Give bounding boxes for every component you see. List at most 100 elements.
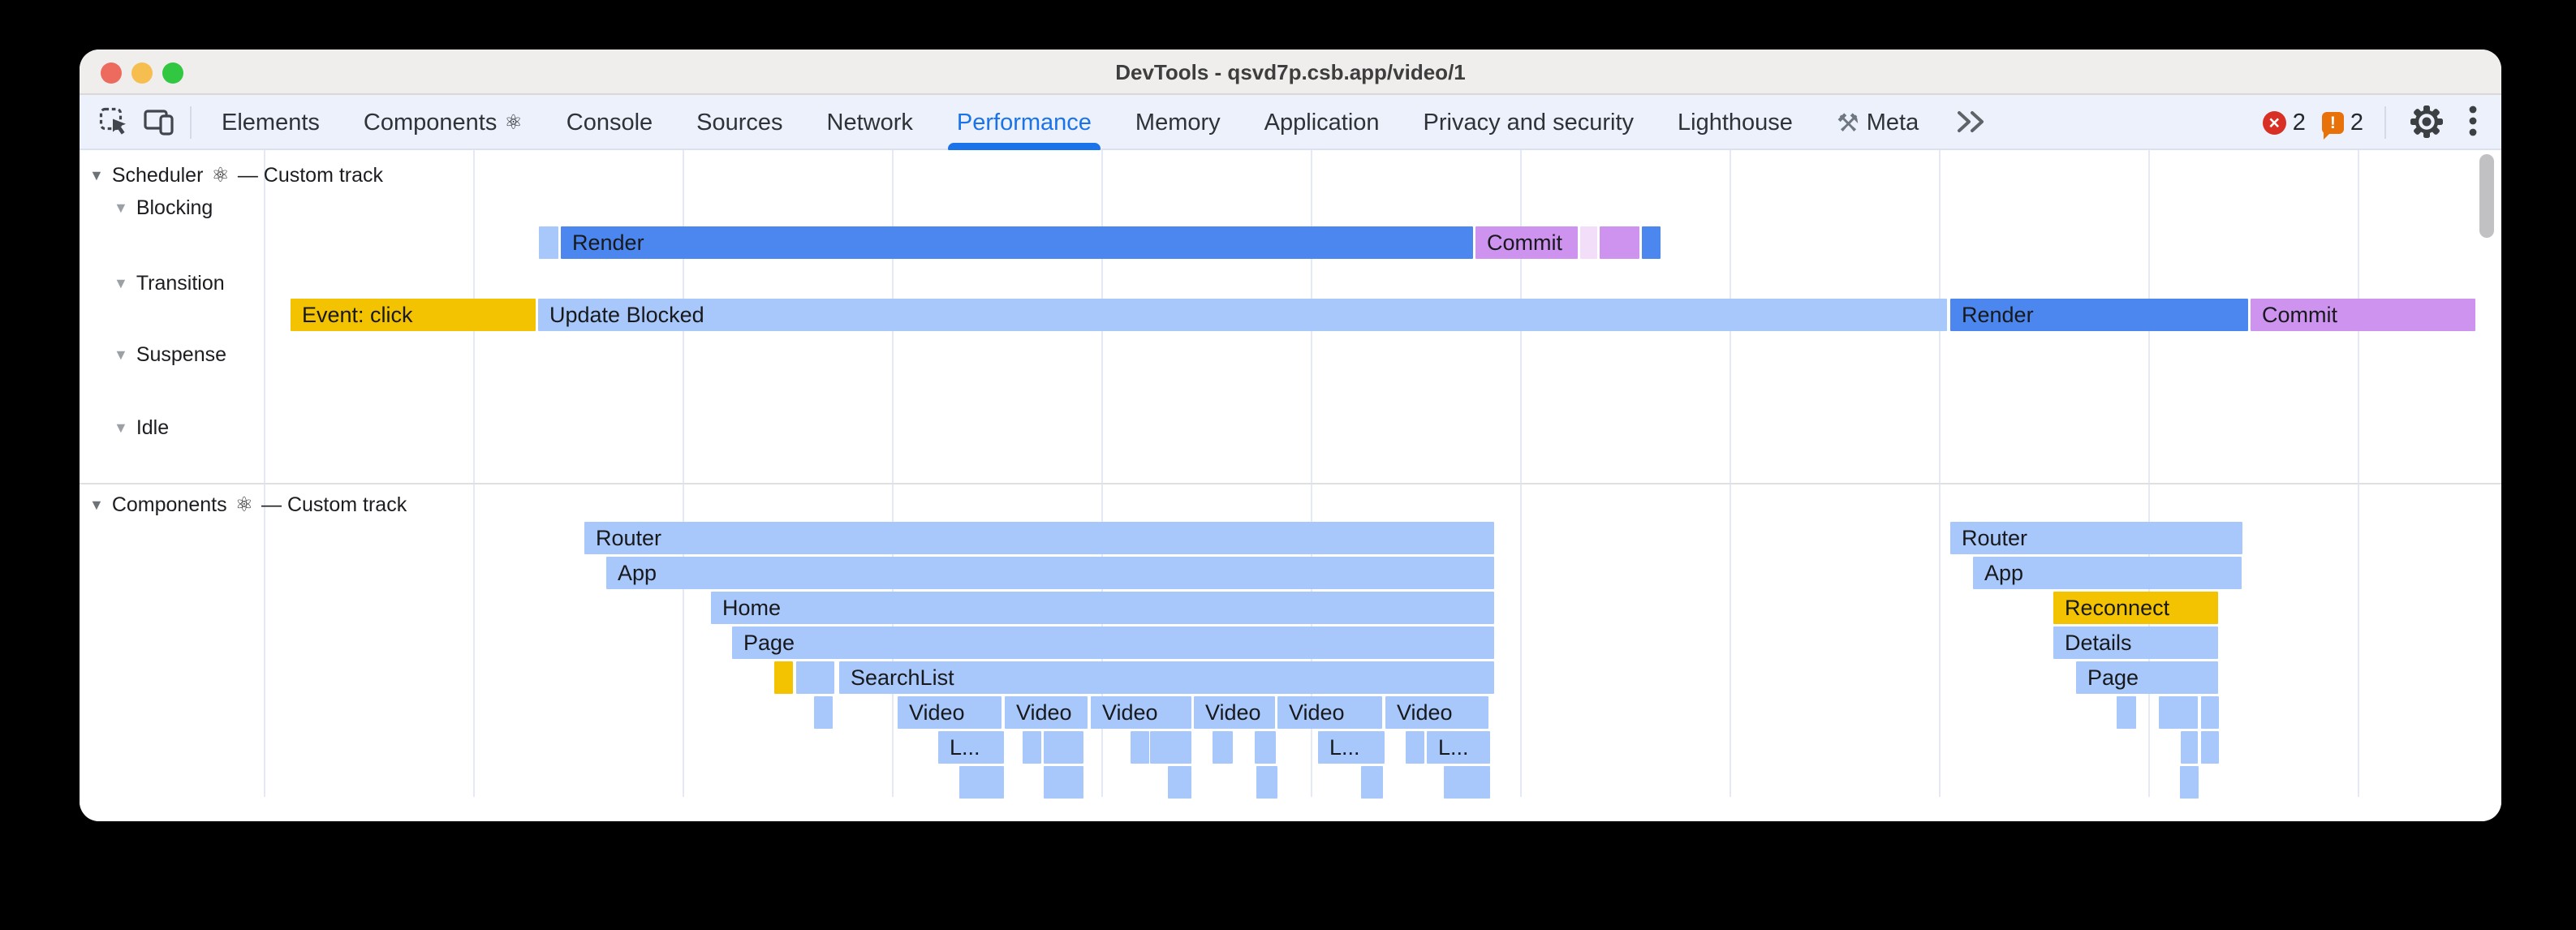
hammer-wrench-icon: ⚒ (1836, 108, 1859, 137)
commit-bar[interactable]: Commit (2251, 299, 2475, 331)
tab-components[interactable]: Components ⚛ (342, 95, 545, 150)
router-bar[interactable]: Router (1950, 522, 2242, 554)
flame-chart-bar[interactable] (1213, 731, 1233, 764)
flame-chart-bar[interactable] (774, 661, 793, 694)
console-errors-button[interactable]: × 2 (2259, 110, 2309, 136)
flame-chart-bar[interactable] (1044, 766, 1083, 799)
flame-chart-bar[interactable] (814, 696, 833, 729)
details-bar[interactable]: Details (2053, 626, 2218, 659)
track-label-text: Transition (136, 271, 225, 295)
video-bar[interactable]: Video (1005, 696, 1088, 729)
collapse-triangle-icon[interactable]: ▼ (114, 420, 128, 436)
tab-performance[interactable]: Performance (935, 95, 1114, 150)
commit-bar[interactable]: Commit (1475, 226, 1578, 259)
warning-count: 2 (2350, 109, 2363, 136)
devtools-menu-button[interactable] (2459, 105, 2487, 141)
inspect-element-button[interactable] (91, 95, 136, 150)
render-bar[interactable]: Render (561, 226, 1473, 259)
custom-track-suffix: — Custom track (237, 163, 384, 187)
flame-chart-bar[interactable] (1406, 731, 1424, 764)
devtools-window: DevTools - qsvd7p.csb.app/video/1 Elemen… (80, 50, 2501, 821)
tab-lighthouse[interactable]: Lighthouse (1656, 95, 1815, 150)
video-bar[interactable]: Video (1385, 696, 1488, 729)
tab-label: Lighthouse (1678, 109, 1793, 136)
render-bar[interactable]: Render (1950, 299, 2248, 331)
flame-chart-bar[interactable] (2180, 766, 2199, 799)
collapse-triangle-icon[interactable]: ▼ (114, 275, 128, 291)
flame-chart-bar[interactable] (1361, 766, 1383, 799)
flame-chart-bar[interactable] (1580, 226, 1597, 259)
track-header-scheduler[interactable]: ▼ Scheduler ⚛ — Custom track (89, 161, 383, 189)
home-bar[interactable]: Home (711, 592, 1494, 624)
video-bar[interactable]: Video (1194, 696, 1275, 729)
track-separator (80, 483, 2501, 484)
subtrack-label-suspense[interactable]: ▼ Suspense (114, 341, 226, 368)
collapse-triangle-icon[interactable]: ▼ (114, 347, 128, 363)
flame-chart-bar[interactable] (2181, 731, 2198, 764)
flame-chart-bar[interactable] (1256, 766, 1277, 799)
tab-console[interactable]: Console (545, 95, 674, 150)
flame-chart-bar[interactable] (539, 226, 558, 259)
update-blocked-bar[interactable]: Update Blocked (538, 299, 1947, 331)
flame-chart-bar[interactable] (2201, 731, 2219, 764)
page-bar[interactable]: Page (2076, 661, 2218, 694)
track-label-text: Scheduler (111, 163, 204, 187)
device-toolbar-button[interactable] (136, 95, 182, 150)
l-bar[interactable]: L... (938, 731, 1004, 764)
flame-chart-bar[interactable] (2201, 696, 2219, 729)
reconnect-bar[interactable]: Reconnect (2053, 592, 2218, 624)
zoom-window-button[interactable] (162, 62, 183, 84)
flame-chart-bar[interactable] (1023, 731, 1041, 764)
collapse-triangle-icon[interactable]: ▼ (89, 167, 104, 183)
flame-chart-bar[interactable] (1131, 731, 1149, 764)
app-bar[interactable]: App (606, 557, 1494, 589)
collapse-triangle-icon[interactable]: ▼ (114, 200, 128, 216)
tab-privacy-and-security[interactable]: Privacy and security (1402, 95, 1656, 150)
event-click-bar[interactable]: Event: click (291, 299, 536, 331)
flame-chart-bar[interactable] (1044, 731, 1083, 764)
settings-button[interactable] (2404, 104, 2449, 142)
video-bar[interactable]: Video (898, 696, 1002, 729)
flame-chart-bar[interactable] (1600, 226, 1639, 259)
tab-network[interactable]: Network (805, 95, 935, 150)
flame-chart-bar[interactable] (959, 766, 1004, 799)
flame-chart-bar[interactable] (796, 661, 834, 694)
video-bar[interactable]: Video (1091, 696, 1191, 729)
device-toolbar-icon (143, 105, 175, 140)
subtrack-label-blocking[interactable]: ▼ Blocking (114, 194, 213, 222)
flame-chart-bar[interactable] (2159, 696, 2198, 729)
page-bar[interactable]: Page (732, 626, 1494, 659)
subtrack-label-idle[interactable]: ▼ Idle (114, 414, 169, 441)
window-title: DevTools - qsvd7p.csb.app/video/1 (1115, 59, 1466, 84)
devtools-toolbar: Elements Components ⚛ Console Sources Network… (80, 95, 2501, 150)
toolbar-divider (2384, 106, 2386, 139)
l-bar[interactable]: L... (1318, 731, 1385, 764)
track-header-components[interactable]: ▼ Components ⚛ — Custom track (89, 491, 407, 519)
minimize-window-button[interactable] (131, 62, 153, 84)
tab-meta[interactable]: ⚒ Meta (1815, 95, 1941, 150)
tab-elements[interactable]: Elements (200, 95, 342, 150)
subtrack-label-transition[interactable]: ▼ Transition (114, 269, 225, 297)
more-tabs-button[interactable] (1941, 95, 2001, 150)
searchlist-bar[interactable]: SearchList (839, 661, 1494, 694)
tab-application[interactable]: Application (1243, 95, 1402, 150)
router-bar[interactable]: Router (584, 522, 1494, 554)
collapse-triangle-icon[interactable]: ▼ (89, 497, 104, 513)
flame-chart-bar[interactable] (1642, 226, 1661, 259)
grid-line (1939, 150, 1941, 797)
video-bar[interactable]: Video (1277, 696, 1382, 729)
flame-chart-bar[interactable] (2117, 696, 2136, 729)
console-warnings-button[interactable]: ! 2 (2319, 109, 2367, 140)
l-bar[interactable]: L... (1427, 731, 1490, 764)
track-label-text: Components (111, 493, 227, 516)
tab-memory[interactable]: Memory (1114, 95, 1243, 150)
flame-chart-bar[interactable] (1150, 731, 1191, 764)
flame-chart-bar[interactable] (1255, 731, 1276, 764)
close-window-button[interactable] (101, 62, 122, 84)
vertical-scrollbar-thumb[interactable] (2479, 154, 2494, 238)
flame-chart-bar[interactable] (1168, 766, 1191, 799)
flame-chart-bar[interactable] (1444, 766, 1490, 799)
tab-sources[interactable]: Sources (674, 95, 804, 150)
app-bar[interactable]: App (1973, 557, 2242, 589)
grid-line (892, 150, 894, 797)
